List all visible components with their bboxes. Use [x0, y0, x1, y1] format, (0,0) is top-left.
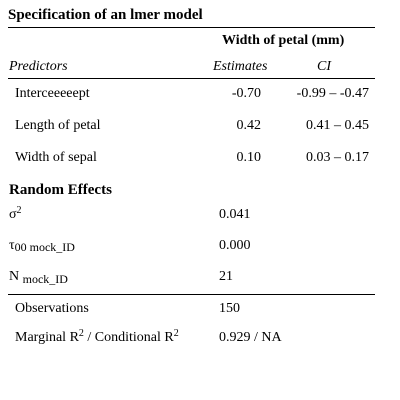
table-row-tau00: τ00 mock_ID 0.000: [8, 232, 375, 263]
table-row-length-of-petal: Length of petal 0.42 0.41 – 0.45: [8, 111, 375, 143]
marginal-r-label: Marginal R: [15, 330, 79, 345]
observations-value: 150: [219, 301, 240, 316]
tau00-label: τ00 mock_ID: [9, 238, 75, 255]
estimate-value: 0.42: [236, 118, 262, 133]
marginal-r-superscript: 2: [78, 328, 84, 339]
table-row-sigma-squared: σ2 0.041: [8, 201, 375, 232]
random-effects-title: Random Effects: [9, 182, 112, 198]
sigma-symbol: σ: [9, 207, 17, 222]
ci-value: 0.03 – 0.17: [306, 150, 369, 165]
ci-value: -0.99 – -0.47: [296, 86, 369, 101]
conditional-r-superscript: 2: [173, 328, 179, 339]
n-subscript: mock_ID: [22, 272, 68, 286]
n-symbol: N: [9, 269, 20, 284]
estimate-value: -0.70: [231, 86, 261, 101]
n-groups-label: N mock_ID: [9, 269, 68, 287]
tau-symbol: τ: [9, 238, 15, 253]
column-header-row: Predictors Estimates CI: [8, 56, 375, 79]
table-caption: Specification of an lmer model: [8, 6, 375, 28]
table-row-r-squared: Marginal R2 / Conditional R2 0.929 / NA: [8, 324, 375, 353]
r-squared-label: Marginal R2 / Conditional R2: [15, 328, 179, 346]
table-row-width-of-sepal: Width of sepal 0.10 0.03 – 0.17: [8, 143, 375, 175]
tau00-value: 0.000: [219, 238, 251, 253]
table-row-observations: Observations 150: [8, 294, 375, 324]
random-effects-section-header: Random Effects: [8, 175, 375, 201]
n-groups-value: 21: [219, 269, 233, 284]
sigma-superscript: 2: [16, 205, 22, 216]
table-row-intercept: Interceeeeept -0.70 -0.99 – -0.47: [8, 79, 375, 111]
r-squared-value: 0.929 / NA: [219, 330, 282, 345]
ci-column-header: CI: [317, 59, 331, 74]
predictors-column-header: Predictors: [9, 59, 68, 74]
dependent-variable-label: Width of petal (mm): [222, 33, 345, 48]
ci-value: 0.41 – 0.45: [306, 118, 369, 133]
dependent-variable-header-row: Width of petal (mm): [8, 28, 375, 56]
observations-label: Observations: [15, 301, 89, 316]
table-row-n-groups: N mock_ID 21: [8, 263, 375, 294]
sigma-squared-value: 0.041: [219, 207, 251, 222]
predictor-name: Length of petal: [15, 118, 101, 133]
predictor-name: Width of sepal: [15, 150, 97, 165]
estimates-column-header: Estimates: [213, 59, 268, 74]
predictor-name: Interceeeeept: [15, 86, 90, 101]
estimate-value: 0.10: [236, 150, 262, 165]
tau-subscript: 00 mock_ID: [14, 240, 75, 254]
sigma-squared-label: σ2: [9, 205, 22, 223]
model-summary-table: Specification of an lmer model Width of …: [8, 6, 375, 353]
conditional-r-label: / Conditional R: [83, 330, 174, 345]
